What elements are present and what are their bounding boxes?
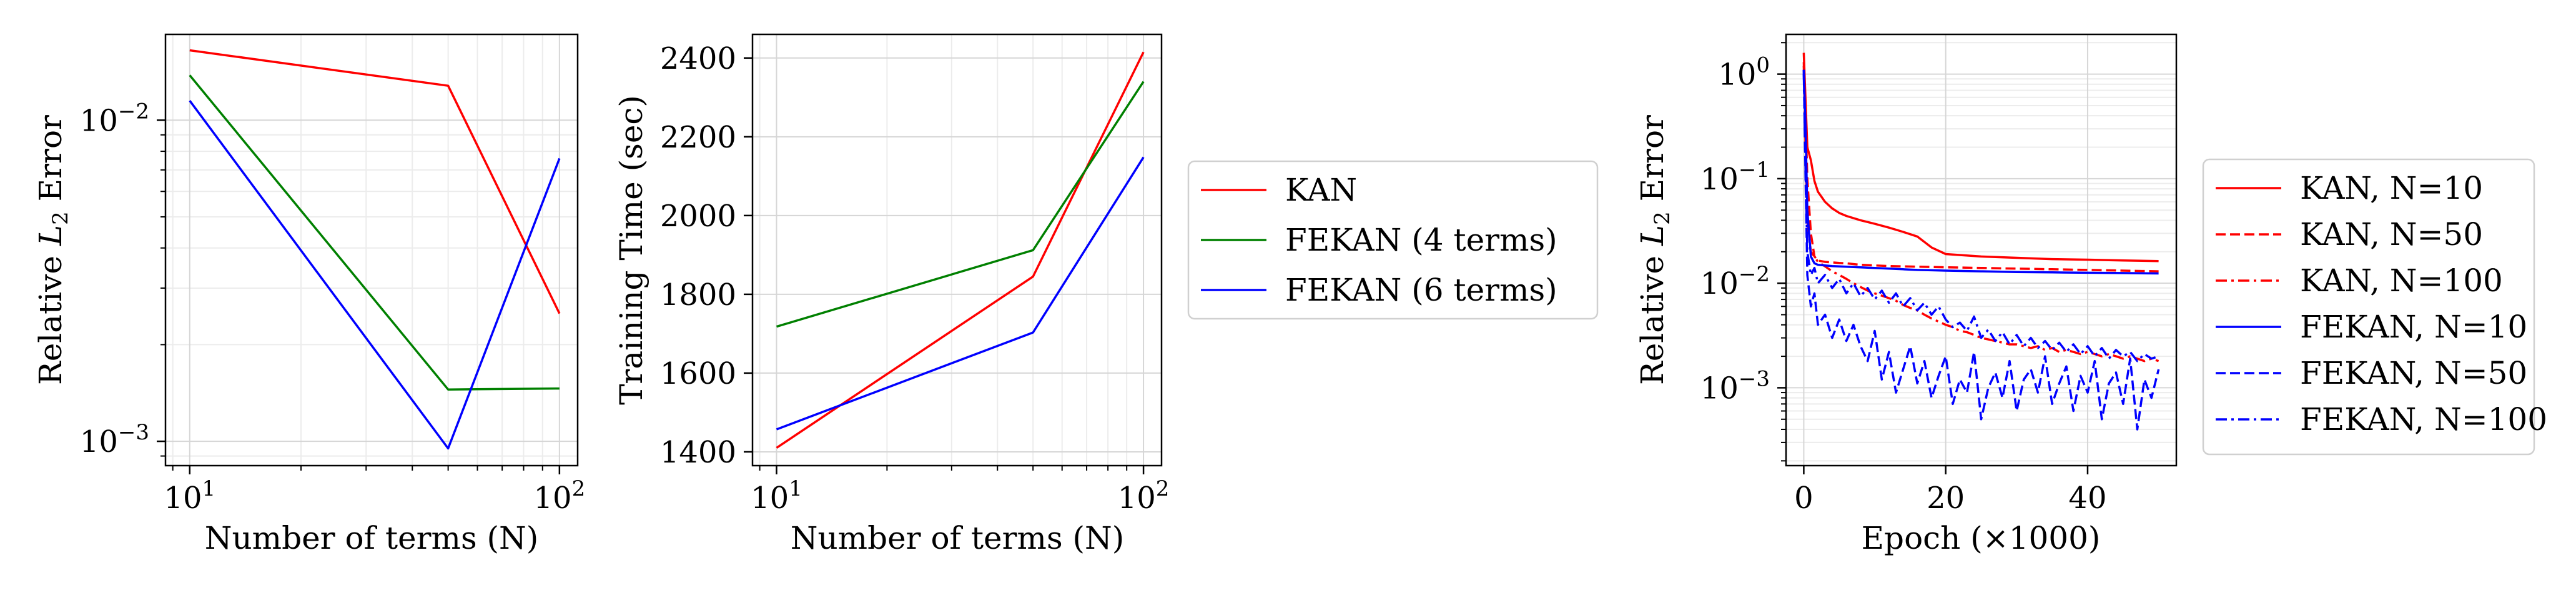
x-tick-label: 40 — [2068, 481, 2106, 516]
legend-label: KAN — [1285, 172, 1357, 208]
series-line-0 — [189, 49, 561, 314]
y-tick-label: 10−2 — [80, 99, 149, 138]
x-tick-label: 0 — [1794, 481, 1814, 516]
training-time-series — [776, 51, 1145, 449]
y-label-variable: L — [1634, 225, 1670, 246]
series-line-1 — [776, 81, 1145, 328]
x-tick-label: 101 — [164, 476, 215, 516]
x-tick-label: 102 — [1118, 476, 1170, 516]
error-vs-terms-y-axis-label: Relative L2 Error — [32, 115, 73, 385]
training-time-legend: KAN FEKAN (4 terms) FEKAN (6 terms) — [1187, 160, 1599, 320]
series-line-3 — [1802, 69, 2159, 275]
error-vs-epoch-ticks: 0 20 40 10−3 10−2 10−1 100 — [1700, 42, 2106, 516]
x-tick-label: 101 — [751, 476, 802, 516]
training-time-x-axis-label: Number of terms (N) — [791, 520, 1125, 556]
y-tick-label: 2000 — [660, 199, 736, 234]
training-time-axes-frame — [751, 33, 1163, 467]
legend-box — [2202, 158, 2535, 456]
legend-label: FEKAN, N=50 — [2300, 355, 2527, 391]
y-label-subscript: 2 — [1650, 211, 1675, 225]
y-tick-label: 2400 — [660, 41, 736, 76]
error-vs-epoch-x-axis-label: Epoch (×1000) — [1862, 520, 2101, 556]
series-line-4 — [1802, 69, 2160, 431]
y-tick-label: 10−3 — [80, 420, 149, 459]
error-vs-terms-axes-frame — [164, 33, 579, 467]
series-line-2 — [189, 100, 561, 450]
error-vs-epoch-axes-frame — [1785, 33, 2178, 467]
training-time-y-axis-label: Training Time (sec) — [613, 95, 649, 405]
error-vs-epoch-chart: 0 20 40 10−3 10−2 10−1 100 Epoch (×1000) Relat… — [1634, 33, 2178, 556]
y-label-suffix: Error — [32, 115, 69, 211]
error-vs-epoch-y-axis-label: Relative L2 Error — [1634, 115, 1675, 385]
x-tick-label: 102 — [533, 476, 585, 516]
y-tick-label: 10−3 — [1700, 366, 1770, 406]
series-line-0 — [1802, 52, 2159, 262]
error-vs-terms-ticks: 101 102 10−3 10−2 — [80, 99, 585, 516]
error-vs-terms-series — [189, 49, 561, 450]
error-vs-terms-x-axis-label: Number of terms (N) — [205, 520, 539, 556]
series-line-2 — [776, 156, 1145, 431]
y-label-variable: L — [32, 225, 69, 246]
series-line-5 — [1802, 74, 2159, 362]
legend-label: KAN, N=50 — [2300, 216, 2483, 252]
legend-label: KAN, N=100 — [2300, 262, 2503, 299]
legend-box — [1187, 160, 1599, 320]
legend-label: KAN, N=10 — [2300, 170, 2483, 206]
y-tick-label: 100 — [1718, 53, 1770, 92]
y-tick-label: 10−2 — [1700, 262, 1770, 301]
error-vs-epoch-grid — [1786, 34, 2176, 466]
y-tick-label: 2200 — [660, 120, 736, 155]
series-line-0 — [776, 51, 1145, 449]
y-tick-label: 1800 — [660, 278, 736, 312]
y-tick-label: 10−1 — [1700, 158, 1770, 197]
legend-label: FEKAN, N=10 — [2300, 309, 2527, 345]
x-tick-label: 20 — [1927, 481, 1965, 516]
legend-label: FEKAN (4 terms) — [1285, 222, 1557, 258]
training-time-grid — [753, 34, 1162, 466]
legend-label: FEKAN, N=100 — [2300, 401, 2547, 438]
series-line-1 — [189, 74, 560, 391]
y-label-prefix: Relative — [32, 246, 69, 385]
y-label-suffix: Error — [1634, 115, 1670, 211]
error-vs-terms-chart: 101 102 10−3 10−2 Number of terms (N) Relat… — [32, 33, 585, 556]
error-vs-epoch-series — [1802, 52, 2160, 431]
training-time-chart: 101 102 1400 1600 1800 2000 2200 2400 Number of… — [613, 33, 1170, 556]
training-time-ticks: 101 102 1400 1600 1800 2000 2200 2400 — [660, 41, 1170, 516]
y-label-subscript: 2 — [48, 211, 73, 225]
y-label-prefix: Relative — [1634, 246, 1670, 385]
y-tick-label: 1600 — [660, 356, 736, 391]
y-tick-label: 1400 — [660, 435, 736, 470]
error-vs-epoch-legend: KAN, N=10 KAN, N=50 KAN, N=100 FEKAN, N=10 F… — [2202, 158, 2547, 456]
legend-label: FEKAN (6 terms) — [1285, 272, 1557, 308]
series-line-1 — [1802, 62, 2159, 272]
